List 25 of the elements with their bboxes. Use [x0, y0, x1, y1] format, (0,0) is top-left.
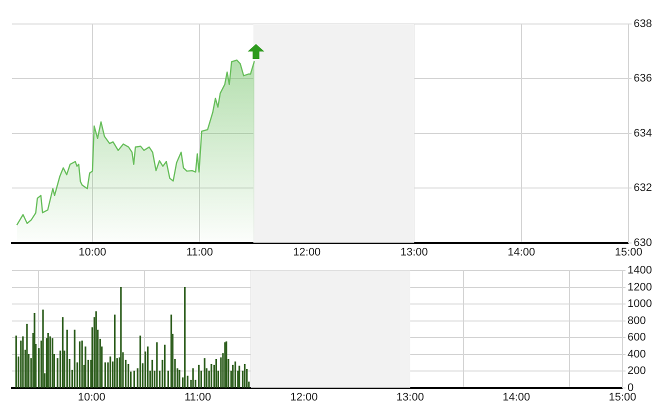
y-tick-label: 200: [628, 365, 646, 378]
y-tick-label: 800: [628, 314, 646, 327]
x-tick-label: 11:00: [184, 391, 212, 404]
x-tick-label: 15:00: [614, 246, 642, 258]
x-tick-label: 13:00: [396, 391, 424, 404]
y-tick-label: 638: [634, 18, 652, 30]
x-tick-label: 14:00: [508, 246, 536, 258]
y-tick-label: 630: [634, 236, 652, 249]
x-tick-label: 15:00: [608, 391, 636, 404]
y-tick-label: 600: [628, 332, 646, 344]
y-tick-label: 1000: [628, 298, 652, 310]
y-tick-label: 632: [634, 182, 652, 194]
x-tick-label: 12:00: [293, 246, 321, 258]
y-tick-label: 1200: [628, 281, 652, 294]
y-tick-label: 634: [634, 127, 652, 140]
x-tick-label: 13:00: [400, 246, 428, 258]
x-tick-label: 12:00: [290, 391, 318, 404]
y-tick-label: 636: [634, 72, 652, 85]
x-tick-label: 11:00: [186, 246, 214, 258]
x-tick-label: 10:00: [78, 391, 106, 404]
y-tick-label: 0: [628, 382, 634, 394]
x-tick-label: 14:00: [502, 391, 530, 404]
y-tick-label: 1400: [628, 264, 652, 277]
x-tick-label: 10:00: [78, 246, 106, 258]
y-tick-label: 400: [628, 348, 646, 360]
